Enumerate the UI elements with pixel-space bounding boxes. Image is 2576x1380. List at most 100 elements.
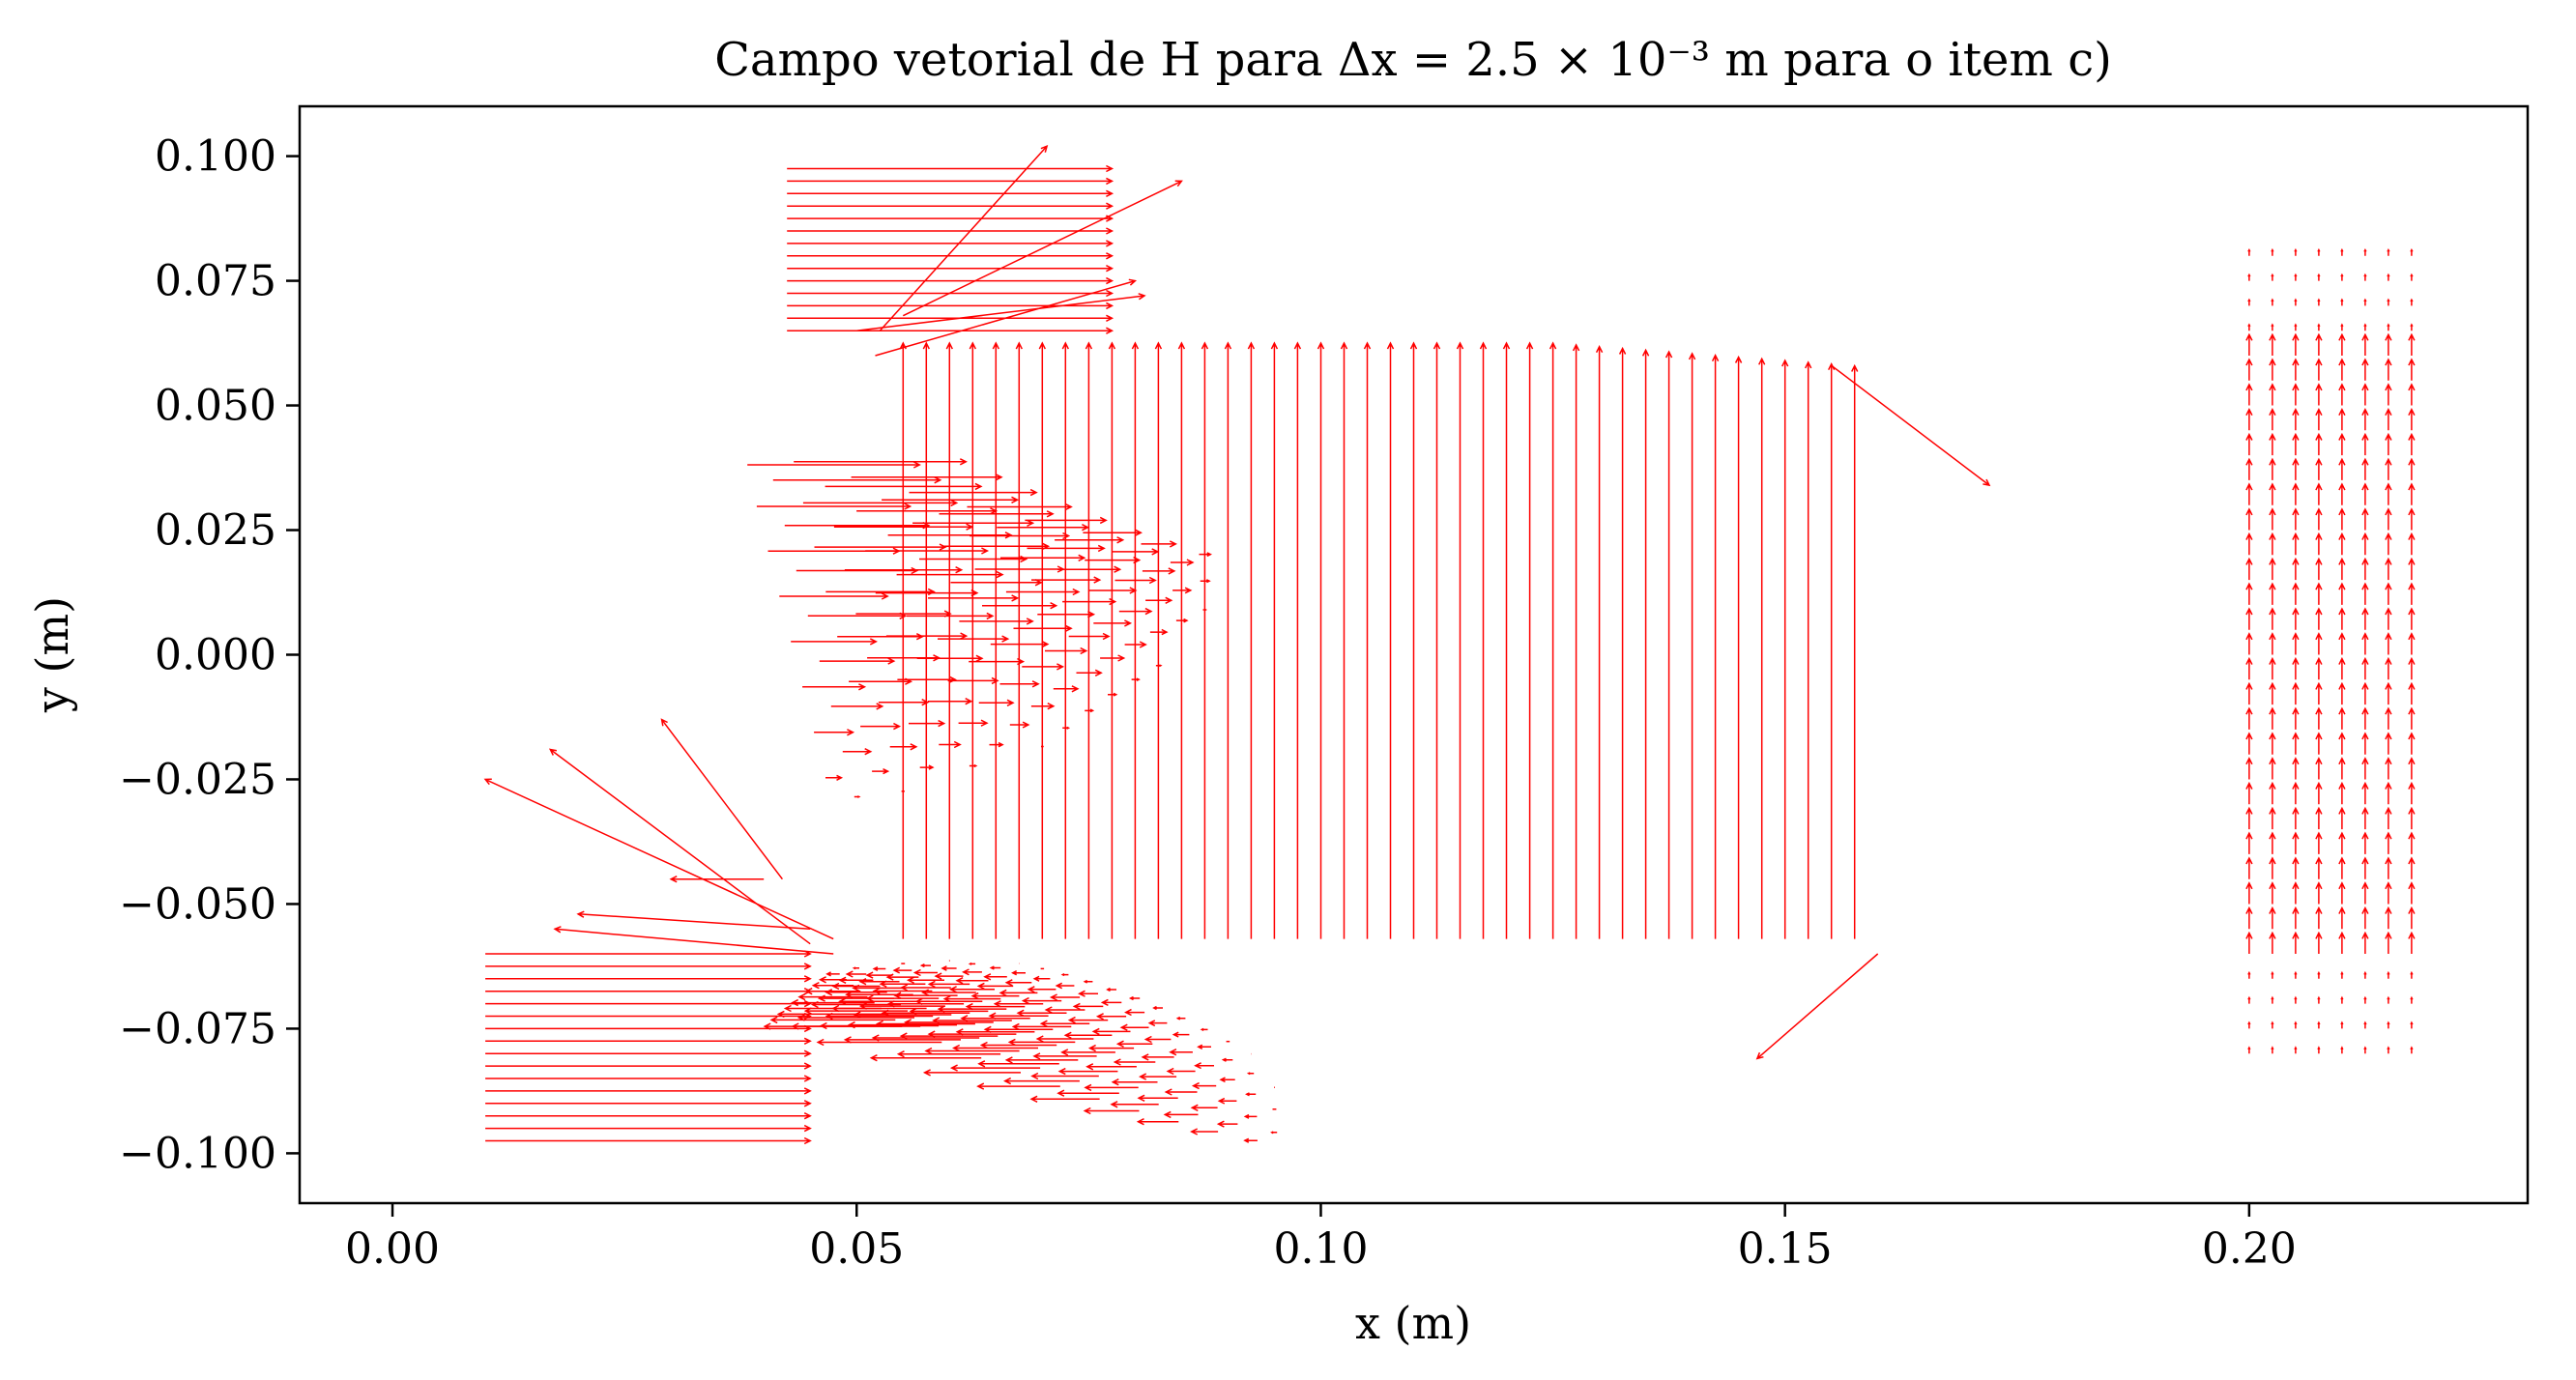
field-arrow — [1224, 341, 1232, 939]
field-arrow — [2245, 507, 2253, 531]
field-arrow — [1154, 341, 1163, 939]
field-arrow — [1781, 359, 1789, 939]
field-arrow — [968, 962, 976, 965]
field-arrow — [2408, 432, 2416, 456]
field-arrow — [2315, 757, 2323, 780]
field-arrow — [2408, 532, 2416, 556]
chart-title: Campo vetorial de H para Δx = 2.5 × 10⁻³… — [714, 33, 2112, 87]
field-arrow — [2315, 457, 2323, 480]
field-arrow — [548, 748, 811, 945]
field-arrow — [2387, 298, 2390, 306]
field-arrow — [2247, 323, 2251, 331]
y-tick-label: 0.100 — [155, 132, 276, 182]
field-arrow — [2269, 507, 2276, 531]
field-arrow — [2269, 358, 2276, 381]
field-arrow — [2338, 607, 2346, 630]
field-arrow — [2340, 995, 2344, 1004]
field-arrow — [875, 1020, 975, 1028]
field-arrow — [1758, 357, 1766, 939]
field-arrow — [2269, 681, 2276, 705]
field-arrow — [2410, 995, 2414, 1004]
field-arrow — [2269, 881, 2276, 905]
field-arrow — [902, 180, 1183, 317]
field-arrow — [787, 327, 1114, 334]
field-arrow — [485, 1136, 812, 1145]
field-arrow — [2294, 970, 2298, 979]
field-arrow — [983, 973, 1007, 981]
field-arrow — [2361, 358, 2369, 381]
field-arrow — [2294, 247, 2298, 256]
field-arrow — [2387, 995, 2390, 1004]
field-arrow — [2292, 656, 2300, 680]
field-arrow — [2292, 557, 2300, 581]
field-arrow — [2408, 856, 2416, 879]
field-arrow — [2245, 656, 2253, 680]
field-arrow — [831, 1004, 927, 1013]
field-arrow — [825, 774, 844, 781]
field-arrow — [787, 276, 1114, 285]
field-arrow — [955, 977, 989, 985]
field-arrow — [993, 1000, 1044, 1008]
field-arrow — [1106, 987, 1116, 992]
field-arrow — [2292, 457, 2300, 480]
field-arrow — [2385, 383, 2392, 406]
field-arrow — [2408, 732, 2416, 755]
field-arrow — [2387, 970, 2390, 979]
field-arrow — [854, 795, 861, 798]
field-arrow — [1072, 1002, 1104, 1011]
field-arrow — [2361, 831, 2369, 854]
field-arrow — [2245, 582, 2253, 605]
field-arrow — [747, 461, 921, 469]
field-arrow — [856, 293, 1146, 331]
field-arrow — [2247, 995, 2251, 1004]
field-arrow — [2247, 1046, 2251, 1054]
field-arrow — [2408, 706, 2416, 730]
field-arrow — [2317, 247, 2321, 256]
field-arrow — [2385, 806, 2392, 830]
field-arrow — [787, 265, 1114, 273]
field-arrow — [2408, 383, 2416, 406]
field-arrow — [2410, 1021, 2414, 1029]
field-arrow — [2315, 831, 2323, 854]
field-arrow — [2271, 1046, 2274, 1054]
field-arrow — [485, 963, 812, 970]
field-arrow — [2245, 408, 2253, 431]
field-arrow — [1032, 1052, 1097, 1060]
field-arrow — [976, 1082, 1060, 1090]
x-axis-label: x (m) — [1355, 1297, 1471, 1349]
field-arrow — [2315, 582, 2323, 605]
field-arrow — [797, 992, 868, 1001]
field-arrow — [2245, 557, 2253, 581]
field-arrow — [1163, 1110, 1199, 1119]
field-arrow — [1216, 1120, 1238, 1128]
field-arrow — [2315, 557, 2323, 581]
field-arrow — [1055, 982, 1075, 990]
x-tick-label: 0.15 — [1738, 1224, 1833, 1274]
field-arrow — [1711, 354, 1720, 939]
field-arrow — [1085, 341, 1093, 939]
field-arrow — [1270, 1131, 1278, 1135]
field-arrow — [879, 980, 926, 988]
field-arrow — [2245, 881, 2253, 905]
field-arrow — [2269, 532, 2276, 556]
field-arrow — [989, 965, 1001, 970]
field-arrow — [2271, 995, 2274, 1004]
field-arrow — [2385, 931, 2392, 954]
field-arrow — [660, 718, 783, 880]
field-arrow — [2269, 482, 2276, 505]
field-arrow — [919, 963, 931, 968]
field-arrow — [2294, 323, 2298, 331]
field-arrow — [896, 1050, 1001, 1058]
field-arrow — [2245, 856, 2253, 879]
y-axis-ticks: 0.100 0.075 0.050 0.025 0.000 −0.025 −0.050 −0.… — [119, 132, 300, 1178]
field-arrow — [976, 982, 1014, 991]
field-arrow — [2338, 656, 2346, 680]
field-arrow — [2361, 656, 2369, 680]
field-arrow — [2292, 358, 2300, 381]
field-arrow — [2363, 298, 2367, 306]
field-arrow — [1688, 352, 1696, 939]
field-arrow — [2361, 482, 2369, 505]
field-arrow — [899, 341, 907, 939]
field-arrow — [2315, 931, 2323, 954]
